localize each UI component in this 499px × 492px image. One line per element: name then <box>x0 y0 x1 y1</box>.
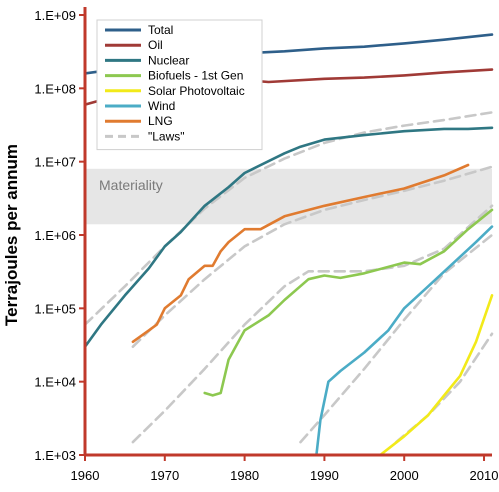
x-tick-label: 1980 <box>230 468 259 483</box>
y-tick-label: 1.E+06 <box>34 228 76 243</box>
legend-label-nuclear: Nuclear <box>148 53 189 67</box>
series-line-solar-photovoltaic <box>378 294 494 457</box>
x-tick-label: 1960 <box>71 468 100 483</box>
series-line-wind <box>315 225 494 457</box>
x-tick-label: 1970 <box>150 468 179 483</box>
series-line-laws <box>83 111 494 326</box>
legend-label-laws: "Laws" <box>148 129 185 143</box>
legend-label-oil: Oil <box>148 38 163 52</box>
series-line-nuclear <box>83 126 494 349</box>
series-line-laws-extra-8 <box>131 165 494 349</box>
x-tick-label: 2000 <box>390 468 419 483</box>
y-axis-label: Terrajoules per annum <box>2 144 21 326</box>
x-tick-label: 1990 <box>310 468 339 483</box>
legend-label-lng: LNG <box>148 114 173 128</box>
y-tick-label: 1.E+04 <box>34 375 76 390</box>
axes-group: 1.E+03 1.E+04 1.E+05 1.E+06 1.E+07 1.E+08 1.E+… <box>2 7 498 483</box>
series-line-biofuels-1st-gen <box>203 208 494 397</box>
y-tick-label: 1.E+08 <box>34 81 76 96</box>
x-tick-label: 2010 <box>470 468 499 483</box>
y-tick-label: 1.E+09 <box>34 8 76 23</box>
legend-label-wind: Wind <box>148 99 175 113</box>
y-tick-label: 1.E+07 <box>34 155 76 170</box>
series-line-laws-extra-9 <box>131 204 494 444</box>
y-tick-label: 1.E+05 <box>34 301 76 316</box>
legend-box <box>96 19 263 151</box>
legend-label-total: Total <box>148 23 173 37</box>
legend-label-biofuels-1st-gen: Biofuels - 1st Gen <box>148 69 243 83</box>
y-tick-label: 1.E+03 <box>34 448 76 463</box>
series-line-lng <box>131 163 470 344</box>
materiality-label: Materiality <box>99 177 163 193</box>
legend-label-solar-photovoltaic: Solar Photovoltaic <box>148 84 245 98</box>
series-line-laws-extra-11 <box>394 332 494 444</box>
series-line-laws-extra-10 <box>299 233 494 444</box>
